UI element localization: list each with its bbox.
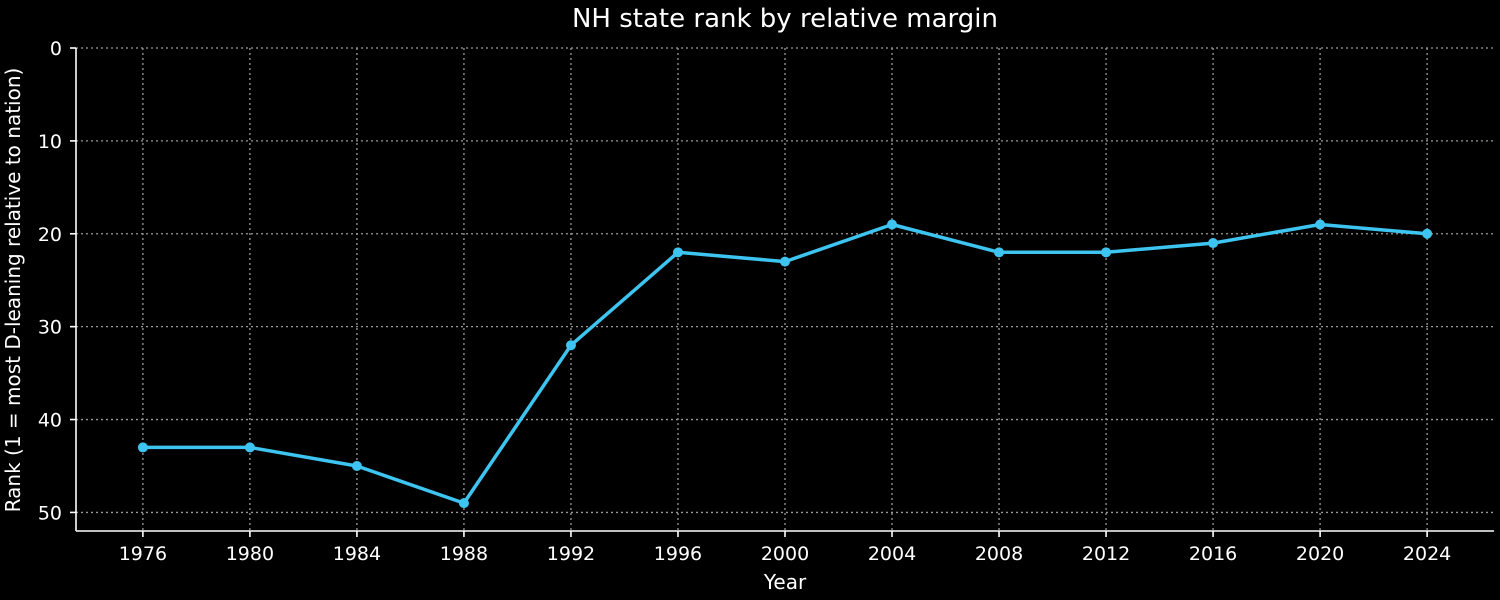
grid [76, 47, 1494, 531]
y-axis-ticks: 0 10 20 30 40 50 [38, 38, 76, 524]
y-tick-label: 10 [38, 131, 62, 153]
data-point [672, 247, 683, 258]
x-tick-label: 2020 [1296, 543, 1344, 565]
y-tick-label: 30 [38, 317, 62, 339]
data-point [137, 442, 148, 453]
chart-title: NH state rank by relative margin [572, 4, 998, 34]
x-tick-label: 2016 [1189, 543, 1237, 565]
data-point [780, 256, 790, 267]
y-tick-label: 0 [50, 38, 62, 60]
data-point [458, 498, 469, 509]
x-axis-label: Year [763, 570, 807, 594]
x-axis-ticks: 1976 1980 1984 1988 1992 1996 2000 2004 2008 2012… [119, 531, 1451, 565]
x-tick-label: 2000 [761, 543, 809, 565]
x-tick-label: 1992 [547, 543, 595, 565]
data-point [994, 247, 1005, 258]
data-point [1315, 219, 1326, 230]
x-tick-label: 1988 [440, 543, 488, 565]
data-point [351, 460, 362, 471]
y-tick-label: 20 [38, 224, 62, 246]
x-tick-label: 1980 [226, 543, 274, 565]
x-tick-label: 2024 [1403, 543, 1451, 565]
x-tick-label: 1996 [654, 543, 702, 565]
x-tick-label: 1984 [333, 543, 381, 565]
data-point [1101, 247, 1112, 258]
x-tick-label: 2004 [868, 543, 916, 565]
series-group [137, 219, 1433, 509]
x-tick-label: 1976 [119, 543, 167, 565]
data-point [244, 442, 255, 453]
data-point [887, 219, 898, 230]
x-tick-label: 2012 [1082, 543, 1130, 565]
y-axis-label: Rank (1 = most D-leaning relative to nat… [1, 68, 25, 513]
data-point [1208, 238, 1219, 249]
y-tick-label: 40 [38, 410, 62, 432]
data-point [565, 340, 576, 351]
x-tick-label: 2008 [975, 543, 1023, 565]
y-tick-label: 50 [38, 502, 62, 524]
data-point [1422, 228, 1433, 239]
